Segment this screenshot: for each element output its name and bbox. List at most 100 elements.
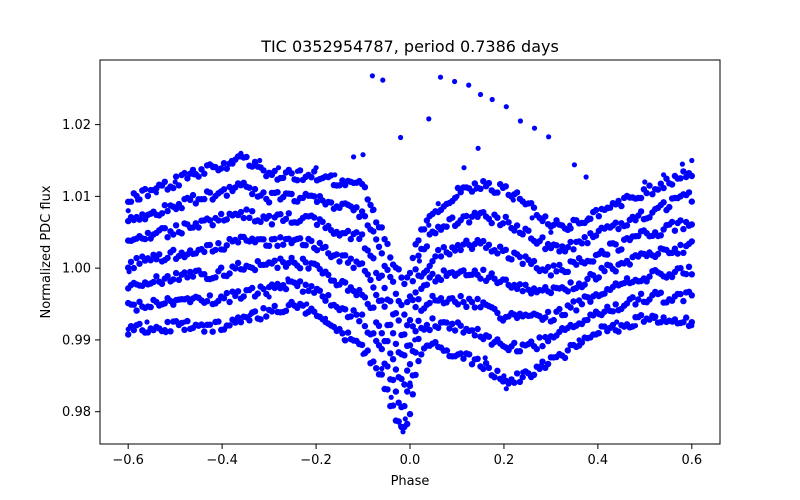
scatter-point [502,213,509,221]
y-tick-label: 1.00 [62,262,91,277]
scatter-point [361,294,369,301]
x-tick-label: 0.4 [588,453,609,468]
scatter-point [657,289,664,296]
scatter-point [347,255,354,262]
scatter-point [480,365,487,373]
scatter-point [585,215,592,221]
scatter-point [296,235,304,242]
scatter-point [660,184,667,192]
scatter-point [172,205,180,213]
scatter-point [557,351,563,357]
scatter-point [401,311,408,318]
scatter-point [370,304,377,311]
scatter-point [398,301,405,309]
scatter-point [670,319,676,325]
scatter-point [395,418,402,425]
scatter-point [274,189,281,196]
scatter-point [473,186,479,192]
scatter-point [494,250,501,257]
scatter-point [505,219,512,226]
scatter-point [147,303,154,311]
scatter-point [559,243,566,250]
scatter-point [201,271,208,278]
scatter-point [503,386,509,392]
scatter-point [344,329,352,336]
scatter-point [206,321,214,328]
scatter-point [133,254,140,262]
scatter-point [460,355,467,362]
scatter-point [677,217,684,224]
scatter-point [680,319,687,326]
scatter-point [520,369,526,375]
scatter-point [435,324,442,331]
scatter-point [542,314,549,321]
scatter-point [220,160,228,167]
scatter-point [322,297,329,304]
scatter-point [375,322,383,329]
scatter-point [418,351,425,358]
scatter-point [516,348,524,355]
scatter-point [130,264,137,272]
scatter-point [517,118,524,124]
scatter-point [358,260,366,267]
scatter-point [243,206,250,213]
scatter-point [642,179,648,185]
scatter-point [446,251,453,258]
scatter-point [446,325,453,332]
scatter-point [680,168,687,175]
scatter-point [378,345,385,353]
scatter-point [133,307,140,314]
scatter-point [688,271,695,278]
y-tick-label: 1.01 [62,190,91,205]
scatter-point [294,177,301,184]
scatter-point [449,214,456,221]
scatter-point [398,423,404,429]
scatter-point [322,315,329,321]
scatter-point [503,104,509,110]
scatter-point [663,175,670,182]
scatter-point [195,173,202,180]
scatter-point [401,381,408,388]
scatter-point [356,318,363,325]
scatter-point [556,261,563,269]
chart-title: TIC 0352954787, period 0.7386 days [260,37,559,56]
scatter-point [170,246,177,254]
scatter-point [280,174,287,181]
scatter-point [206,189,214,196]
scatter-point [409,278,416,285]
scatter-point [268,308,276,315]
scatter-point [339,330,346,337]
scatter-point [548,229,554,235]
scatter-point [621,279,628,287]
scatter-point [356,286,363,294]
scatter-point [570,246,577,253]
scatter-point [412,328,419,335]
scatter-point [234,314,242,321]
scatter-point [389,402,397,409]
scatter-point [209,222,216,229]
scatter-point [144,319,150,325]
scatter-point [485,179,493,187]
scatter-point [485,333,493,340]
scatter-point [136,260,143,267]
scatter-point [423,321,431,329]
scatter-point [161,202,168,209]
scatter-point [646,214,653,221]
scatter-point [220,295,228,302]
scatter-point [387,298,394,305]
scatter-point [254,290,261,297]
scatter-point [125,208,131,214]
scatter-point [141,185,149,193]
scatter-point [564,288,571,295]
scatter-point [637,194,645,202]
scatter-points-layer [125,73,695,435]
scatter-point [401,280,408,288]
scatter-point [265,199,273,206]
scatter-point [671,227,679,234]
scatter-point [243,153,250,161]
scatter-point [305,287,312,294]
scatter-point [172,179,178,185]
scatter-point [387,321,394,328]
scatter-point [350,264,357,271]
scatter-point [426,326,433,334]
